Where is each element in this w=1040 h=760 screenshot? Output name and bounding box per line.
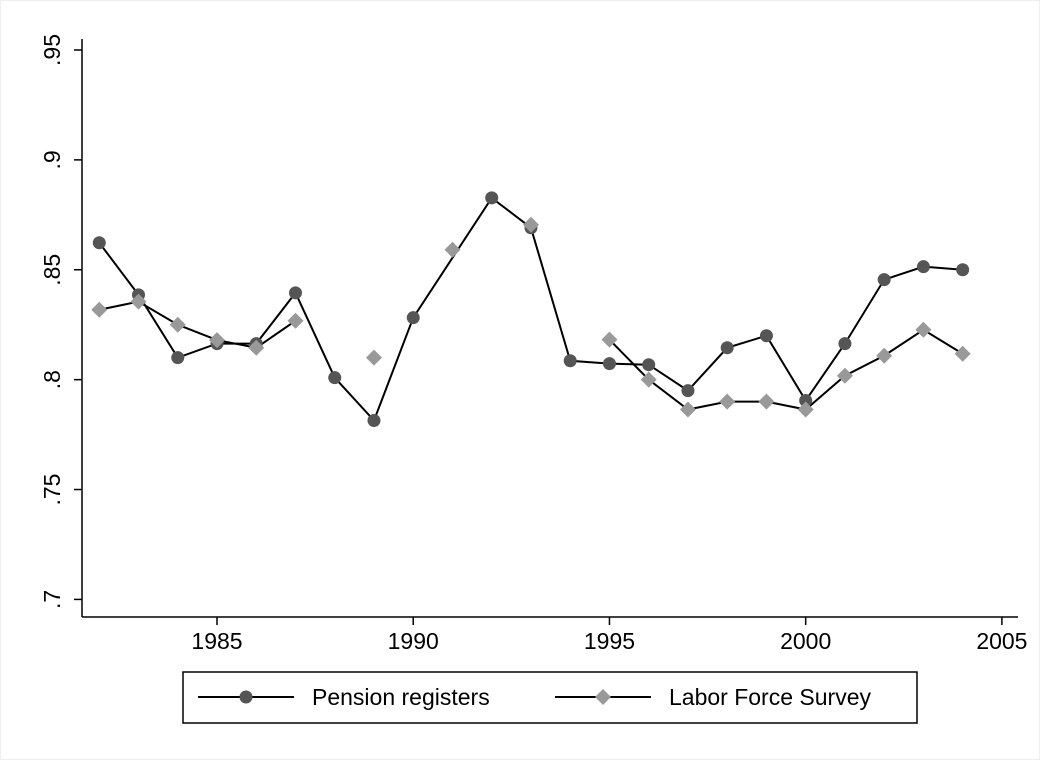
data-point [365,349,382,366]
data-point [328,371,342,385]
data-point [485,191,499,205]
data-point [248,339,265,356]
data-point [720,341,734,355]
data-point [681,384,695,398]
data-point [169,316,186,333]
x-tick-label: 2005 [976,628,1027,654]
data-point [954,345,971,362]
data-point [799,394,813,408]
data-point [838,337,852,351]
data-point [916,260,930,274]
y-tick-label: .75 [39,474,65,506]
x-tick-label: 1990 [388,628,439,654]
data-point [876,347,893,364]
data-point [601,331,618,348]
data-point [367,414,381,428]
data-point [91,301,108,318]
y-tick-label: .9 [39,150,65,169]
data-point [130,293,147,310]
data-point [288,286,302,300]
y-tick-label: .7 [39,590,65,609]
data-point [759,329,773,343]
x-tick-label: 1985 [191,628,242,654]
legend-label: Pension registers [312,684,490,710]
y-tick-label: .85 [39,254,65,286]
data-point [563,354,577,368]
data-point [797,401,814,418]
x-tick-label: 1995 [584,628,635,654]
data-point [915,321,932,338]
data-point [209,332,226,349]
data-point [642,358,656,372]
x-tick-label: 2000 [780,628,831,654]
data-point [836,367,853,384]
data-point [171,351,185,365]
data-point [602,357,616,371]
data-point [758,393,775,410]
data-point [719,393,736,410]
data-point [406,311,420,325]
y-tick-label: .95 [39,34,65,66]
data-point [92,236,106,250]
data-point [640,371,657,388]
data-point [679,401,696,418]
data-point [444,241,461,258]
data-point [287,312,304,329]
data-point [877,273,891,287]
data-point [522,216,539,233]
legend-marker [239,690,253,704]
data-point [956,263,970,277]
legend-marker [595,689,611,705]
y-tick-label: .8 [39,370,65,389]
legend-label: Labor Force Survey [669,684,871,710]
legend-box [182,671,918,724]
